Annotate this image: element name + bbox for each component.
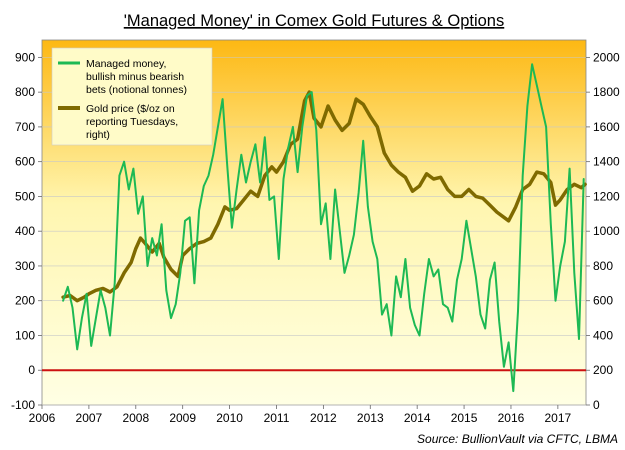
x-tick-label: 2015 bbox=[451, 411, 478, 425]
left-tick-label: 500 bbox=[15, 189, 35, 203]
left-axis: -100 0 100 200 300 400 500 600 700 800 900 bbox=[11, 50, 42, 412]
series-line-managed-money bbox=[62, 63, 585, 393]
source-note: Source: BullionVault via CFTC, LBMA bbox=[417, 432, 618, 446]
left-tick-label: 100 bbox=[15, 328, 35, 342]
right-tick-label: 1000 bbox=[593, 224, 620, 238]
left-tick-label: 0 bbox=[28, 363, 35, 377]
left-tick-label: 900 bbox=[15, 50, 35, 64]
left-tick-label: 700 bbox=[15, 120, 35, 134]
x-tick-label: 2011 bbox=[264, 411, 290, 425]
right-tick-label: 1800 bbox=[593, 85, 620, 99]
left-tick-label: -100 bbox=[11, 398, 35, 412]
right-tick-label: 1600 bbox=[593, 120, 620, 134]
right-tick-label: 800 bbox=[593, 259, 613, 273]
x-tick-label: 2008 bbox=[122, 411, 149, 425]
x-tick-label: 2007 bbox=[76, 411, 103, 425]
legend-label-managed-money-line-1: Managed money, bbox=[86, 58, 166, 70]
legend-label-gold-price-line-1: Gold price ($/oz on bbox=[86, 103, 175, 115]
x-axis: 2006 2007 2008 2009 2010 2011 2012 2013 2014 2015… bbox=[29, 405, 572, 425]
legend-label-gold-price-line-2: reporting Tuesdays, bbox=[86, 116, 178, 128]
right-tick-label: 1200 bbox=[593, 189, 620, 203]
right-tick-label: 2000 bbox=[593, 50, 620, 64]
svg-text:Managed money, bullish m: Managed money, bullish minus bearish bet… bbox=[86, 58, 187, 96]
left-tick-label: 400 bbox=[15, 224, 35, 238]
series-layer bbox=[61, 63, 587, 393]
x-tick-label: 2017 bbox=[545, 411, 572, 425]
svg-text:Gold price ($/oz on repo: Gold price ($/oz on reporting Tuesdays, … bbox=[86, 103, 181, 141]
x-tick-label: 2012 bbox=[310, 411, 337, 425]
legend-label-gold-price-line-3: right) bbox=[86, 129, 110, 141]
legend-label-managed-money-line-3: bets (notional tonnes) bbox=[86, 84, 187, 96]
right-axis: 0 200 400 600 800 1000 1200 1400 1600 1800 2000 bbox=[586, 50, 620, 412]
left-tick-label: 600 bbox=[15, 155, 35, 169]
right-tick-label: 1400 bbox=[593, 155, 620, 169]
x-tick-label: 2016 bbox=[498, 411, 525, 425]
right-tick-label: 400 bbox=[593, 328, 613, 342]
x-tick-label: 2009 bbox=[169, 411, 196, 425]
x-tick-label: 2013 bbox=[357, 411, 384, 425]
x-tick-label: 2014 bbox=[404, 411, 431, 425]
right-tick-label: 0 bbox=[593, 398, 600, 412]
left-tick-label: 300 bbox=[15, 259, 35, 273]
legend-label-managed-money-line-2: bullish minus bearish bbox=[86, 71, 184, 83]
x-tick-label: 2006 bbox=[29, 411, 56, 425]
x-tick-label: 2010 bbox=[216, 411, 243, 425]
legend: Managed money, bullish minus bearish bet… bbox=[51, 47, 213, 146]
left-tick-label: 800 bbox=[15, 85, 35, 99]
left-tick-label: 200 bbox=[15, 294, 35, 308]
right-tick-label: 600 bbox=[593, 294, 613, 308]
right-tick-label: 200 bbox=[593, 363, 613, 377]
chart-title: 'Managed Money' in Comex Gold Futures & … bbox=[124, 12, 504, 30]
